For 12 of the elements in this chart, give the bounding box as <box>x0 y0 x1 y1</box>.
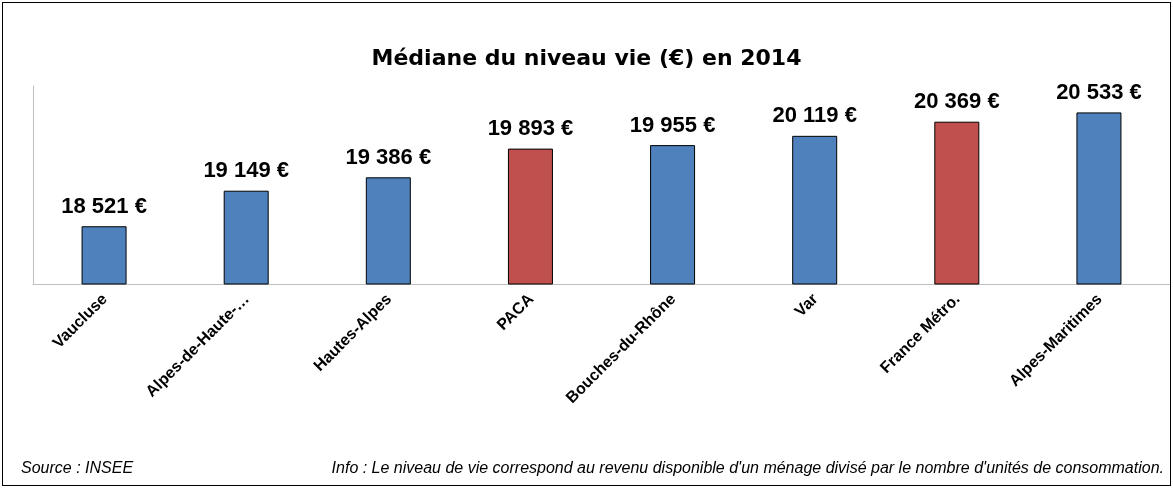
x-tick-label: Var <box>791 289 821 320</box>
data-label: 19 149 € <box>203 157 290 183</box>
data-label: 19 893 € <box>487 115 574 141</box>
data-label: 20 533 € <box>1056 78 1142 104</box>
source-note: Source : INSEE <box>21 458 134 476</box>
data-label: 19 955 € <box>629 111 716 137</box>
chart-title: Médiane du niveau vie (€) en 2014 <box>371 44 802 70</box>
data-label: 19 386 € <box>345 143 432 169</box>
data-label: 20 119 € <box>772 102 857 128</box>
text: Info : Le niveau de vie correspond au revenu disponible d'un ménage divisé par le nombre d'unités de consommation. <box>331 458 1164 476</box>
data-label: 20 369 € <box>913 88 1000 114</box>
data-label: 18 521 € <box>61 192 147 218</box>
